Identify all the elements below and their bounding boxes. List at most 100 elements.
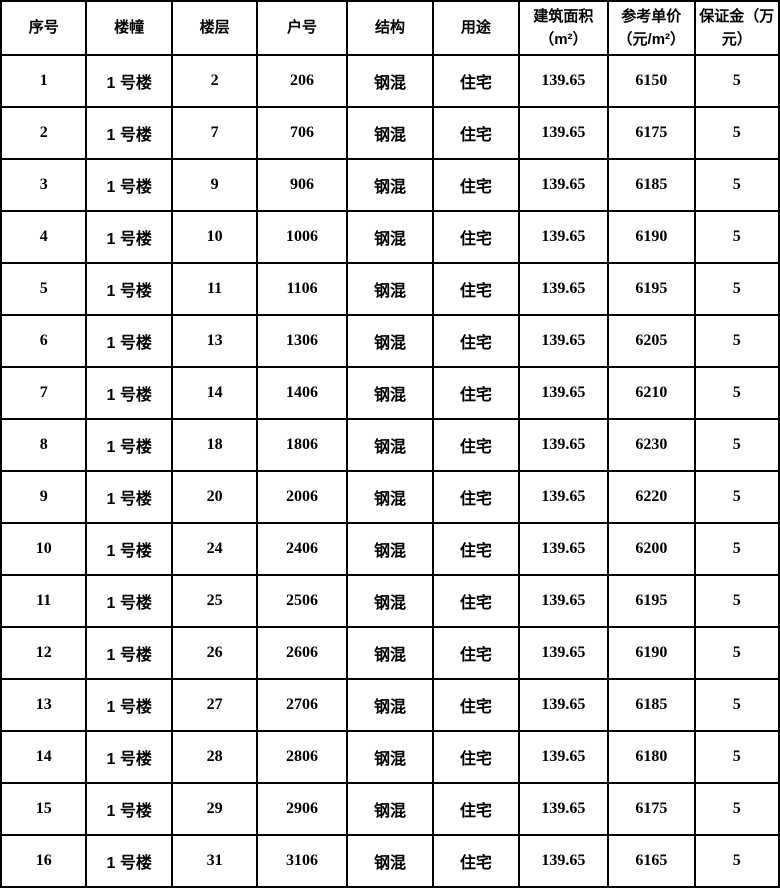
cell-xuhao: 5 [0,262,88,316]
cell-louzhuang: 1 号楼 [85,782,173,836]
cell-xuhao: 13 [0,678,88,732]
cell-huhao: 2606 [256,626,348,680]
cell-louceng: 25 [170,574,259,628]
cell-danjia: 6185 [607,678,696,732]
cell-mianji: 139.65 [517,210,610,264]
cell-louceng: 14 [170,366,259,420]
cell-xuhao: 10 [0,522,88,576]
cell-yongtu: 住宅 [432,54,520,108]
cell-louceng: 29 [170,782,259,836]
cell-louzhuang: 1 号楼 [85,678,173,732]
cell-baozhengjin: 5 [693,262,780,316]
cell-louceng: 13 [170,314,259,368]
cell-mianji: 139.65 [517,366,610,420]
cell-louceng: 20 [170,470,259,524]
cell-baozhengjin: 5 [693,730,780,784]
cell-baozhengjin: 5 [693,314,780,368]
cell-mianji: 139.65 [517,418,610,472]
cell-huhao: 2506 [256,574,348,628]
cell-yongtu: 住宅 [432,210,520,264]
cell-xuhao: 14 [0,730,88,784]
cell-baozhengjin: 5 [693,470,780,524]
cell-baozhengjin: 5 [693,574,780,628]
cell-yongtu: 住宅 [432,626,520,680]
cell-danjia: 6150 [607,54,696,108]
cell-louzhuang: 1 号楼 [85,834,173,888]
cell-huhao: 1406 [256,366,348,420]
cell-louzhuang: 1 号楼 [85,106,173,160]
cell-mianji: 139.65 [517,158,610,212]
cell-louzhuang: 1 号楼 [85,262,173,316]
cell-baozhengjin: 5 [693,678,780,732]
cell-louceng: 10 [170,210,259,264]
cell-yongtu: 住宅 [432,730,520,784]
cell-huhao: 3106 [256,834,348,888]
cell-louceng: 2 [170,54,259,108]
cell-xuhao: 8 [0,418,88,472]
cell-louzhuang: 1 号楼 [85,366,173,420]
cell-yongtu: 住宅 [432,782,520,836]
table-row: 14 1 号楼 28 2806 钢混 住宅 139.65 6180 5 [0,730,780,784]
cell-jiegou: 钢混 [345,626,435,680]
table-row: 13 1 号楼 27 2706 钢混 住宅 139.65 6185 5 [0,678,780,732]
cell-baozhengjin: 5 [693,522,780,576]
cell-louzhuang: 1 号楼 [85,626,173,680]
cell-baozhengjin: 5 [693,54,780,108]
cell-danjia: 6180 [607,730,696,784]
cell-louceng: 11 [170,262,259,316]
cell-louceng: 26 [170,626,259,680]
cell-xuhao: 11 [0,574,88,628]
cell-xuhao: 9 [0,470,88,524]
cell-mianji: 139.65 [517,678,610,732]
cell-yongtu: 住宅 [432,574,520,628]
cell-jiegou: 钢混 [345,418,435,472]
cell-danjia: 6200 [607,522,696,576]
cell-danjia: 6195 [607,262,696,316]
cell-louzhuang: 1 号楼 [85,54,173,108]
cell-jiegou: 钢混 [345,834,435,888]
cell-jiegou: 钢混 [345,522,435,576]
table-row: 12 1 号楼 26 2606 钢混 住宅 139.65 6190 5 [0,626,780,680]
cell-baozhengjin: 5 [693,106,780,160]
cell-mianji: 139.65 [517,262,610,316]
table-row: 16 1 号楼 31 3106 钢混 住宅 139.65 6165 5 [0,834,780,888]
header-cell-mianji: 建筑面积 （m²） [517,0,610,56]
cell-danjia: 6190 [607,626,696,680]
cell-huhao: 2706 [256,678,348,732]
cell-huhao: 1806 [256,418,348,472]
table-row: 11 1 号楼 25 2506 钢混 住宅 139.65 6195 5 [0,574,780,628]
cell-xuhao: 4 [0,210,88,264]
cell-jiegou: 钢混 [345,678,435,732]
cell-jiegou: 钢混 [345,314,435,368]
cell-jiegou: 钢混 [345,730,435,784]
cell-mianji: 139.65 [517,54,610,108]
cell-xuhao: 3 [0,158,88,212]
cell-danjia: 6175 [607,782,696,836]
cell-huhao: 206 [256,54,348,108]
cell-louceng: 28 [170,730,259,784]
cell-louzhuang: 1 号楼 [85,418,173,472]
cell-xuhao: 16 [0,834,88,888]
cell-mianji: 139.65 [517,782,610,836]
cell-danjia: 6185 [607,158,696,212]
header-cell-jiegou: 结构 [345,0,435,56]
cell-jiegou: 钢混 [345,470,435,524]
cell-louceng: 31 [170,834,259,888]
cell-yongtu: 住宅 [432,262,520,316]
cell-huhao: 906 [256,158,348,212]
cell-danjia: 6210 [607,366,696,420]
cell-mianji: 139.65 [517,834,610,888]
cell-jiegou: 钢混 [345,574,435,628]
cell-yongtu: 住宅 [432,418,520,472]
cell-louzhuang: 1 号楼 [85,210,173,264]
cell-louceng: 9 [170,158,259,212]
header-cell-yongtu: 用途 [432,0,520,56]
table-row: 15 1 号楼 29 2906 钢混 住宅 139.65 6175 5 [0,782,780,836]
